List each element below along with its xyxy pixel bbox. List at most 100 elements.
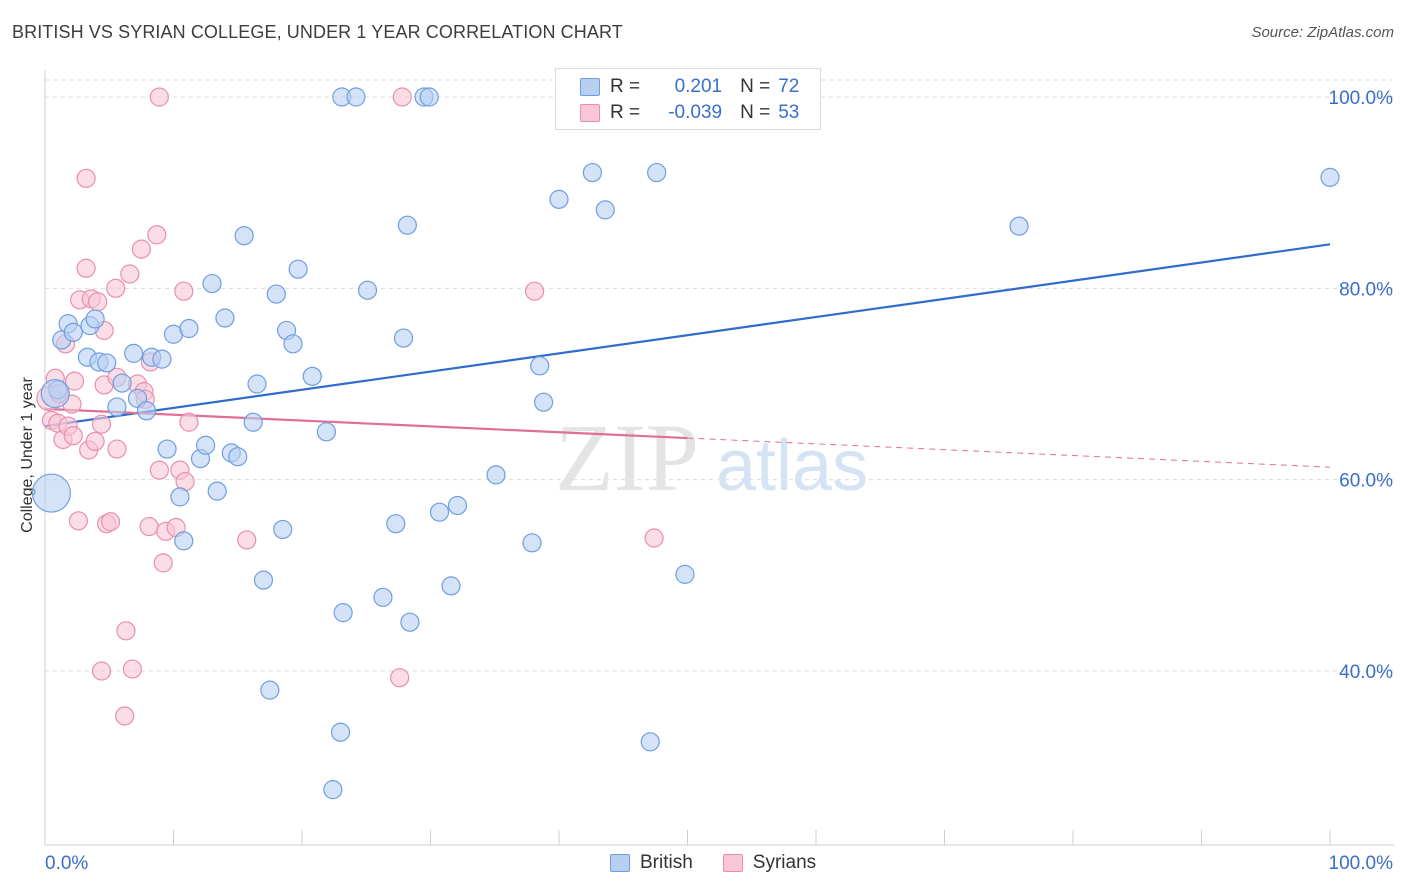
- british-point: [152, 349, 172, 369]
- british-r-value: 0.201: [674, 76, 723, 97]
- syrians-point: [64, 371, 85, 391]
- british-point: [429, 502, 450, 522]
- british-point: [400, 612, 420, 632]
- british-point: [112, 373, 132, 393]
- british-legend-swatch: [610, 854, 630, 872]
- syrians-points: [36, 87, 664, 726]
- series-legend: British Syrians: [610, 852, 846, 874]
- british-point: [234, 226, 254, 246]
- syrians-point: [139, 516, 159, 537]
- british-point: [419, 87, 439, 107]
- syrians-point: [524, 281, 545, 301]
- chart-title: BRITISH VS SYRIAN COLLEGE, UNDER 1 YEAR …: [12, 22, 623, 42]
- syrians-point: [85, 431, 105, 451]
- british-point: [228, 447, 248, 467]
- british-point: [40, 378, 70, 409]
- british-point: [253, 570, 274, 590]
- british-point: [357, 280, 378, 300]
- syrians-point: [68, 511, 89, 531]
- british-point: [247, 374, 267, 394]
- british-point: [323, 780, 343, 800]
- british-n-label: N =: [740, 76, 771, 97]
- y-tick-label: 40.0%: [1339, 662, 1393, 683]
- syrians-point: [106, 278, 126, 298]
- british-points: [31, 87, 1340, 800]
- y-tick-label: 80.0%: [1339, 279, 1393, 300]
- watermark-zip: ZIP: [555, 404, 699, 511]
- y-tick-labels: 40.0% 60.0% 80.0% 100.0%: [1329, 88, 1394, 683]
- british-point: [486, 465, 506, 485]
- british-n-value: 72: [778, 76, 800, 97]
- british-point: [647, 162, 667, 183]
- x-tick-label: 100.0%: [1329, 853, 1394, 874]
- legend-item-syrians: Syrians: [722, 852, 817, 874]
- british-point: [675, 564, 695, 584]
- syrians-point: [147, 225, 167, 245]
- syrians-point: [100, 512, 121, 532]
- legend-row-british: R = 0.201 N = 72: [580, 74, 799, 100]
- british-point: [202, 273, 222, 294]
- legend-row-syrians: R = -0.039 N = 53: [580, 100, 799, 126]
- british-point: [595, 200, 615, 220]
- syrians-r-label: R =: [610, 102, 641, 123]
- legend-item-british: British: [610, 852, 693, 874]
- british-point: [533, 392, 554, 412]
- british-point: [174, 531, 194, 551]
- british-point: [273, 519, 293, 540]
- british-point: [283, 334, 303, 354]
- syrians-point: [237, 530, 257, 550]
- british-point: [63, 322, 83, 342]
- british-point: [97, 353, 117, 373]
- syrians-point: [88, 292, 108, 312]
- syrians-trend-line-extension: [687, 437, 1331, 468]
- syrians-point: [76, 168, 96, 188]
- british-point: [1009, 216, 1029, 236]
- syrians-legend-label: Syrians: [752, 852, 817, 873]
- british-point: [549, 189, 569, 209]
- correlation-legend: R = 0.201 N = 72 R = -0.039 N = 53: [555, 68, 821, 130]
- syrians-n-value: 53: [778, 102, 800, 123]
- syrians-point: [115, 706, 135, 726]
- british-point: [243, 412, 263, 432]
- british-legend-label: British: [640, 852, 693, 873]
- british-point: [207, 481, 227, 501]
- y-tick-label: 100.0%: [1329, 88, 1394, 109]
- syrians-point: [107, 439, 127, 459]
- british-r-label: R =: [610, 76, 641, 97]
- syrians-point: [644, 528, 664, 548]
- watermark: ZIP atlas: [555, 404, 868, 511]
- syrians-point: [174, 281, 194, 301]
- source-credit: Source: ZipAtlas.com: [1251, 24, 1394, 41]
- british-point: [196, 435, 216, 455]
- british-point: [393, 328, 414, 348]
- british-point: [124, 343, 144, 363]
- british-point: [333, 603, 353, 623]
- syrians-point: [63, 426, 83, 446]
- syrians-point: [153, 553, 173, 573]
- syrians-point: [131, 239, 151, 259]
- british-point: [582, 162, 603, 183]
- british-point: [107, 397, 127, 417]
- x-tick-labels: 0.0% 100.0%: [45, 853, 1393, 874]
- y-tick-label: 60.0%: [1339, 471, 1393, 492]
- british-point: [373, 587, 393, 607]
- axes: [44, 70, 1394, 846]
- british-point: [136, 401, 157, 421]
- british-point: [397, 215, 417, 235]
- syrians-point: [179, 412, 199, 432]
- syrians-point: [120, 264, 140, 284]
- british-point: [157, 439, 177, 459]
- syrians-point: [149, 87, 169, 107]
- british-point: [640, 732, 660, 752]
- british-point: [170, 487, 190, 507]
- british-point: [215, 308, 235, 328]
- british-swatch: [580, 78, 600, 96]
- british-point: [522, 533, 542, 553]
- gridlines: [45, 79, 1394, 672]
- watermark-atlas: atlas: [716, 426, 868, 506]
- british-point: [441, 576, 461, 596]
- syrians-swatch: [580, 104, 600, 122]
- syrians-point: [76, 258, 96, 278]
- syrians-point: [149, 460, 169, 480]
- british-point: [330, 722, 351, 742]
